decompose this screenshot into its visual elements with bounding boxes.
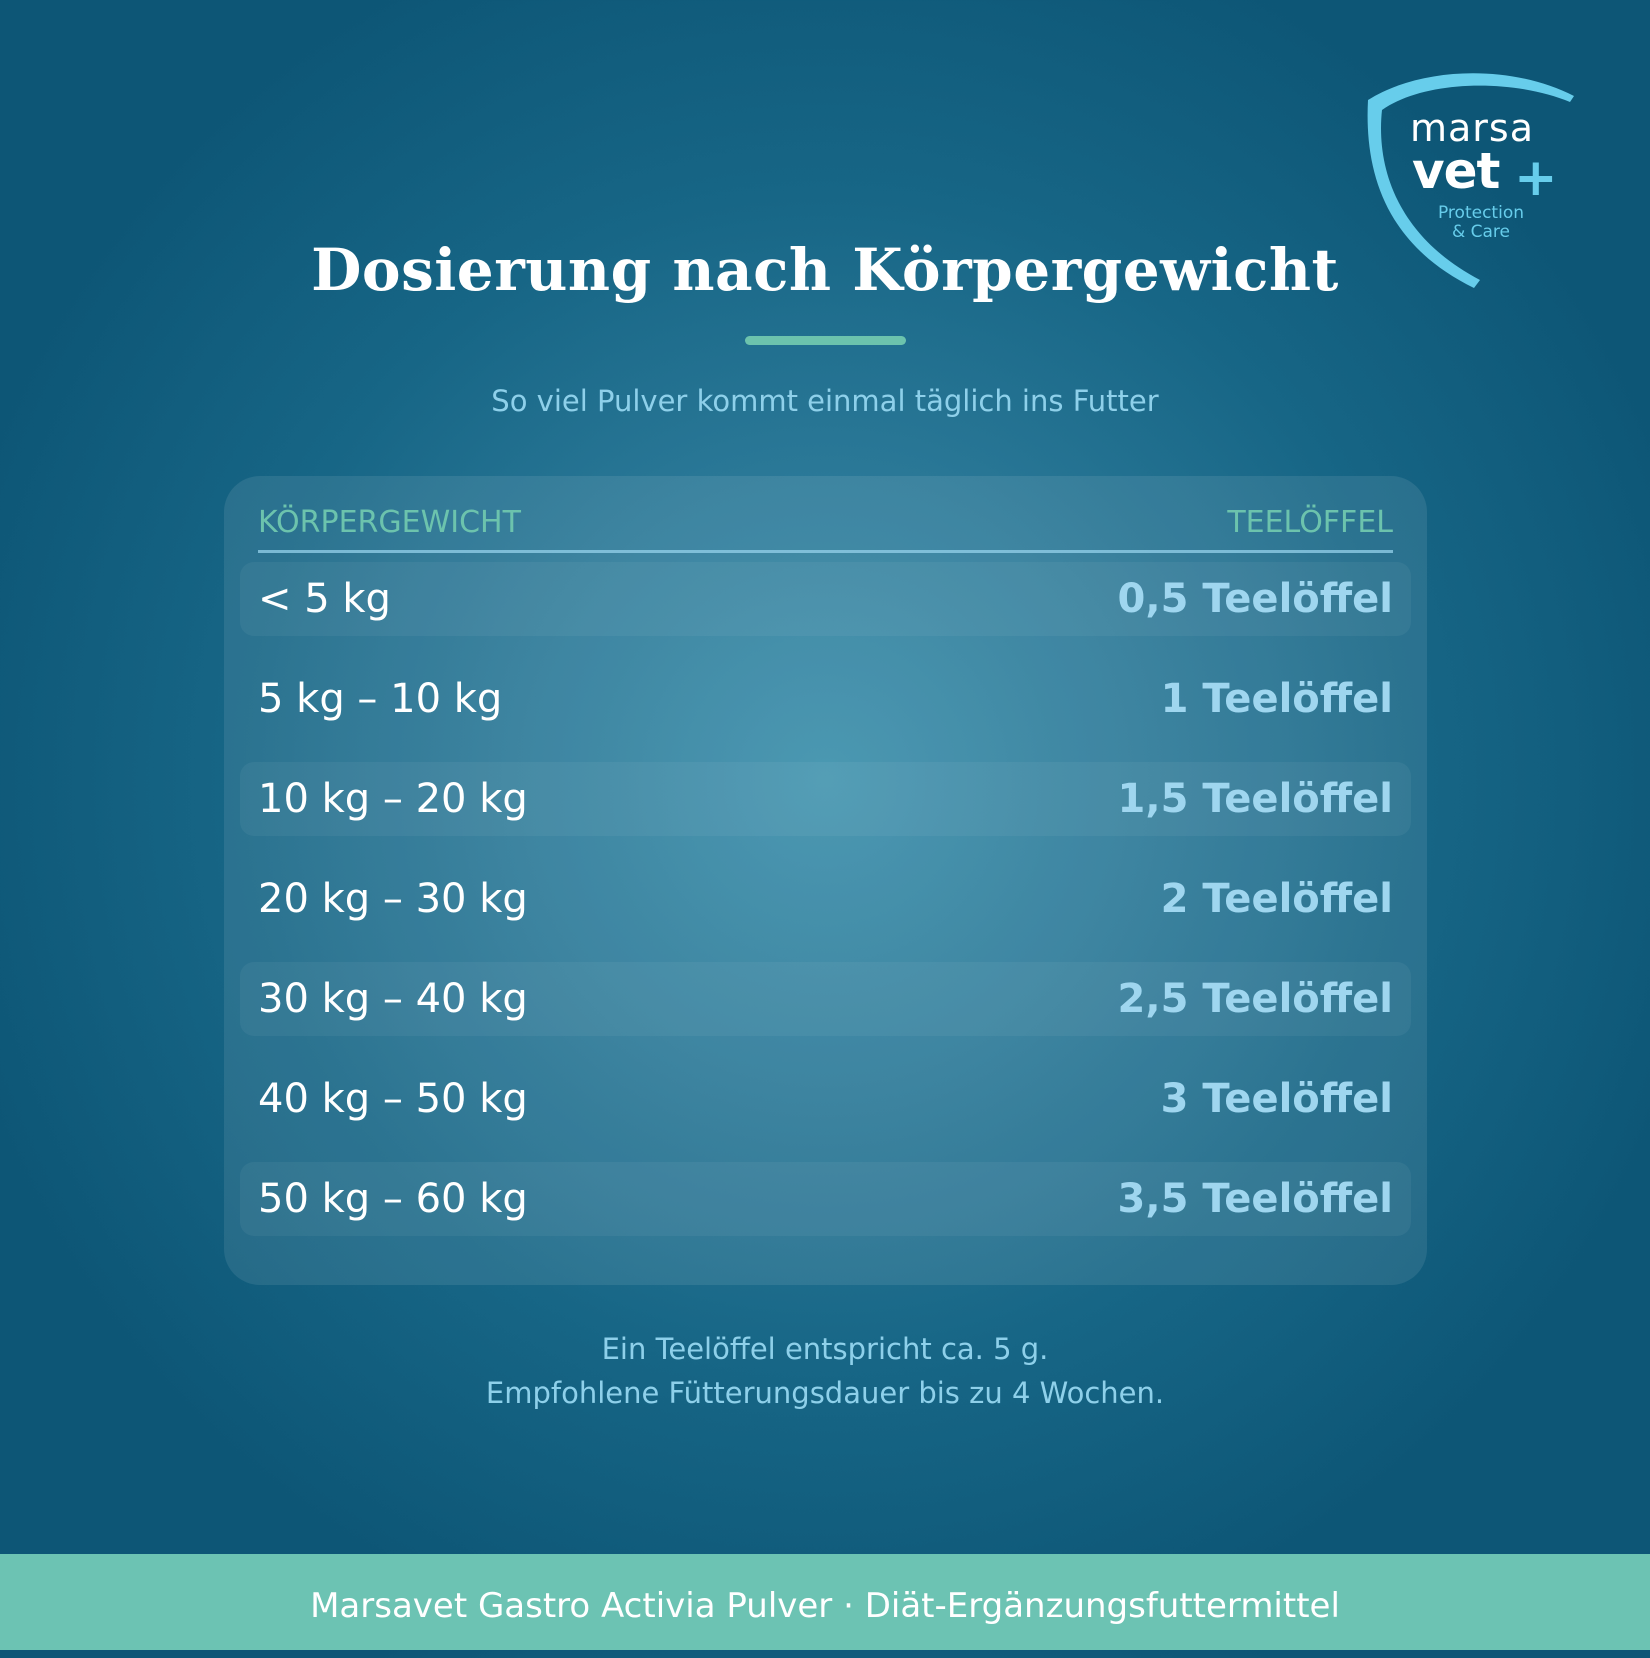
- logo-tagline-line2: & Care: [1451, 222, 1511, 242]
- weight-cell: 5 kg – 10 kg: [258, 676, 503, 722]
- dose-cell: 0,5 Teelöffel: [1117, 576, 1393, 622]
- table-row: 10 kg – 20 kg 1,5 Teelöffel: [240, 762, 1411, 836]
- weight-cell: 10 kg – 20 kg: [258, 776, 528, 822]
- title-underline: [745, 336, 906, 345]
- footer-bar: Marsavet Gastro Activia Pulver · Diät-Er…: [0, 1554, 1650, 1650]
- dose-cell: 3 Teelöffel: [1160, 1076, 1393, 1122]
- weight-cell: 30 kg – 40 kg: [258, 976, 528, 1022]
- logo-tagline-line1: Protection: [1437, 203, 1524, 223]
- column-header-dose: TEELÖFFEL: [1227, 505, 1393, 540]
- table-body: < 5 kg 0,5 Teelöffel 5 kg – 10 kg 1 Teel…: [240, 562, 1411, 1262]
- table-row: 50 kg – 60 kg 3,5 Teelöffel: [240, 1162, 1411, 1236]
- marsavet-logo: marsa vet + Protection & Care: [1362, 66, 1582, 296]
- logo-tagline: Protection & Care: [1426, 204, 1536, 242]
- page-title: Dosierung nach Körpergewicht: [311, 236, 1339, 304]
- dose-cell: 2 Teelöffel: [1160, 876, 1393, 922]
- logo-wordmark-bottom: vet: [1412, 142, 1500, 200]
- weight-cell: < 5 kg: [258, 576, 391, 622]
- column-header-weight: KÖRPERGEWICHT: [258, 505, 521, 540]
- table-header: KÖRPERGEWICHT TEELÖFFEL: [258, 502, 1393, 553]
- table-row: 30 kg – 40 kg 2,5 Teelöffel: [240, 962, 1411, 1036]
- weight-cell: 50 kg – 60 kg: [258, 1176, 528, 1222]
- dose-cell: 1,5 Teelöffel: [1117, 776, 1393, 822]
- dose-cell: 2,5 Teelöffel: [1117, 976, 1393, 1022]
- table-row: 20 kg – 30 kg 2 Teelöffel: [240, 862, 1411, 936]
- shield-outline-icon: [1367, 73, 1574, 288]
- note-feeding-duration: Empfohlene Fütterungsdauer bis zu 4 Woch…: [485, 1376, 1165, 1410]
- table-row: 5 kg – 10 kg 1 Teelöffel: [240, 662, 1411, 736]
- weight-cell: 20 kg – 30 kg: [258, 876, 528, 922]
- plus-icon: +: [1514, 148, 1558, 208]
- footer-product-name: Marsavet Gastro Activia Pulver · Diät-Er…: [310, 1586, 1340, 1626]
- dose-cell: 3,5 Teelöffel: [1117, 1176, 1393, 1222]
- weight-cell: 40 kg – 50 kg: [258, 1076, 528, 1122]
- dosage-table: KÖRPERGEWICHT TEELÖFFEL < 5 kg 0,5 Teelö…: [224, 476, 1427, 1285]
- dose-cell: 1 Teelöffel: [1160, 676, 1393, 722]
- table-row: < 5 kg 0,5 Teelöffel: [240, 562, 1411, 636]
- logo-wordmark-top: marsa: [1410, 106, 1535, 150]
- table-row: 40 kg – 50 kg 3 Teelöffel: [240, 1062, 1411, 1136]
- page-subtitle: So viel Pulver kommt einmal täglich ins …: [491, 384, 1159, 418]
- note-spoon-weight: Ein Teelöffel entspricht ca. 5 g.: [601, 1332, 1049, 1366]
